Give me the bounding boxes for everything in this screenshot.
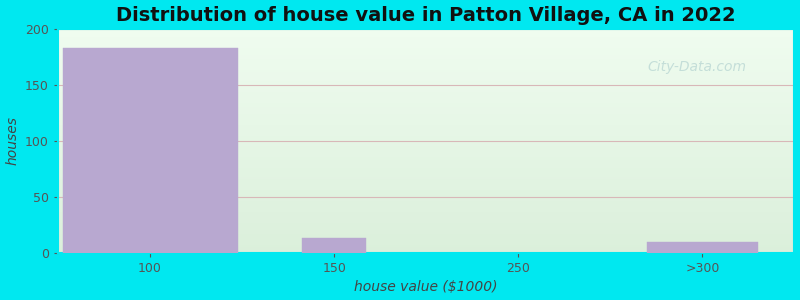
Bar bbox=[647, 242, 758, 253]
Bar bbox=[302, 238, 366, 253]
Text: City-Data.com: City-Data.com bbox=[647, 60, 746, 74]
X-axis label: house value ($1000): house value ($1000) bbox=[354, 280, 498, 294]
Bar bbox=[62, 48, 238, 253]
Y-axis label: houses: houses bbox=[6, 116, 19, 165]
Title: Distribution of house value in Patton Village, CA in 2022: Distribution of house value in Patton Vi… bbox=[117, 6, 736, 25]
